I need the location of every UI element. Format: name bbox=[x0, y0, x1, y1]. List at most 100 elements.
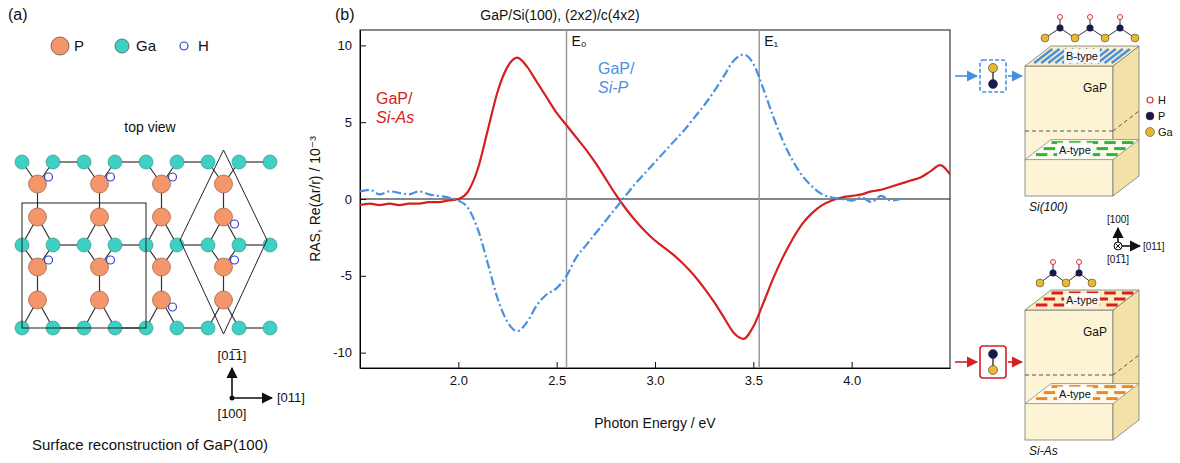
h-atom bbox=[1088, 15, 1093, 20]
legend-label: H bbox=[1158, 94, 1166, 106]
pointer-arrow bbox=[1008, 75, 1022, 77]
x-tick-mark bbox=[458, 362, 459, 368]
domain-label: B-type bbox=[1066, 50, 1098, 62]
plot-area bbox=[360, 30, 950, 368]
zero-line bbox=[360, 199, 950, 200]
domain-stripe bbox=[1044, 147, 1055, 150]
transition-label: E₁ bbox=[764, 33, 778, 49]
legend-symbol bbox=[1146, 128, 1155, 137]
domain-stripe bbox=[1097, 147, 1108, 150]
h-atom bbox=[1051, 260, 1056, 265]
y-tick: 10 bbox=[338, 38, 366, 53]
ga-atom bbox=[201, 155, 215, 169]
axis-into-page bbox=[1115, 243, 1121, 249]
x-tick-label: 3.0 bbox=[646, 373, 664, 388]
y-tick-label: 5 bbox=[345, 115, 352, 130]
y-tick-mark bbox=[360, 276, 366, 277]
domain-stripe bbox=[1122, 141, 1133, 144]
x-tick: 3.0 bbox=[646, 362, 664, 388]
polarity-atom bbox=[989, 80, 998, 89]
h-atom bbox=[45, 173, 53, 181]
direction-label: [01̅1] bbox=[218, 348, 247, 363]
ga-atom bbox=[201, 321, 215, 335]
p-atom bbox=[153, 208, 171, 226]
domain-stripe bbox=[1114, 147, 1125, 150]
axis-direction-label: [100] bbox=[1107, 214, 1129, 225]
ga-atom bbox=[77, 238, 91, 252]
p-atom bbox=[215, 258, 233, 276]
direction-label: [100] bbox=[218, 406, 247, 421]
domain-stripe bbox=[1122, 292, 1133, 295]
p-atom bbox=[153, 258, 171, 276]
p-atom bbox=[215, 291, 233, 309]
block-top bbox=[1025, 290, 1139, 310]
block-front bbox=[1025, 66, 1113, 196]
x-tick-label: 3.5 bbox=[745, 373, 763, 388]
legend-label: P bbox=[1158, 110, 1165, 122]
block-side bbox=[1113, 46, 1139, 196]
domain-stripe bbox=[1036, 397, 1047, 400]
axis-direction-label: [011] bbox=[1143, 241, 1165, 252]
domain-stripe bbox=[1052, 292, 1063, 295]
transition-line bbox=[566, 30, 568, 368]
h-atom bbox=[107, 173, 115, 181]
p-atom bbox=[1050, 270, 1057, 277]
p-atom bbox=[29, 258, 47, 276]
domain-stripe bbox=[1122, 385, 1133, 388]
x-tick-mark bbox=[557, 362, 558, 368]
panel-b: (b)GaP/Si(100), (2x2)/c(4x2)2.02.53.03.5… bbox=[307, 6, 951, 431]
domain-stripe bbox=[1104, 385, 1115, 388]
x-tick: 3.5 bbox=[745, 362, 763, 388]
label-patch bbox=[1064, 293, 1100, 307]
y-tick: 5 bbox=[345, 115, 366, 130]
axis-direction-label: [01̅1] bbox=[1107, 254, 1129, 265]
h-atom bbox=[45, 256, 53, 264]
legend-label: P bbox=[74, 37, 84, 54]
ga-atom bbox=[108, 238, 122, 252]
ga-atom bbox=[139, 155, 153, 169]
interface-line bbox=[1113, 111, 1139, 131]
film-label: GaP bbox=[1083, 325, 1107, 339]
ga-atom bbox=[15, 155, 29, 169]
h-atom bbox=[1077, 260, 1082, 265]
domain-stripe bbox=[1106, 397, 1117, 400]
direction-origin bbox=[230, 396, 235, 401]
x-tick: 2.5 bbox=[548, 362, 566, 388]
legend-label: Ga bbox=[1158, 126, 1174, 138]
domain-label: A-type bbox=[1059, 388, 1091, 400]
legend-symbol bbox=[1147, 97, 1153, 103]
label-patch bbox=[1057, 143, 1093, 157]
p-atom bbox=[91, 291, 109, 309]
ga-atom bbox=[46, 155, 60, 169]
interface-line bbox=[1025, 131, 1113, 132]
polarity-box bbox=[980, 346, 1006, 378]
interface-line bbox=[1113, 355, 1139, 375]
p-atom bbox=[153, 175, 171, 193]
layer-stack: B-typeA-typeGaPSi(100) bbox=[955, 46, 1139, 214]
block-front bbox=[1025, 310, 1113, 440]
series-label: GaP/Si-As bbox=[376, 90, 414, 126]
domain-stripe bbox=[1044, 298, 1055, 301]
x-axis-line bbox=[361, 368, 951, 369]
p-atom bbox=[91, 175, 109, 193]
legend-symbol bbox=[51, 37, 69, 55]
direction-arrow bbox=[231, 368, 233, 398]
ga-atom bbox=[1131, 34, 1139, 42]
y-tick-label: -10 bbox=[333, 345, 352, 360]
axis-into-page bbox=[1114, 242, 1122, 250]
p-atom bbox=[1117, 25, 1124, 32]
p-atom bbox=[153, 291, 171, 309]
h-atom bbox=[231, 220, 239, 228]
legend-symbol bbox=[180, 42, 188, 50]
x-tick: 2.0 bbox=[450, 362, 468, 388]
p-atom bbox=[1087, 25, 1094, 32]
ga-atom bbox=[108, 155, 122, 169]
ga-atom bbox=[232, 238, 246, 252]
p-atom bbox=[1057, 25, 1064, 32]
caption: Surface reconstruction of GaP(100) bbox=[32, 436, 268, 453]
transition-label: E₀ bbox=[572, 33, 587, 49]
y-tick-mark bbox=[360, 122, 366, 123]
film-label: GaP bbox=[1083, 81, 1107, 95]
pointer-arrow bbox=[955, 361, 977, 363]
figure: (a)PGaHtop view[01̅1][011][100]Surface r… bbox=[0, 0, 1180, 463]
